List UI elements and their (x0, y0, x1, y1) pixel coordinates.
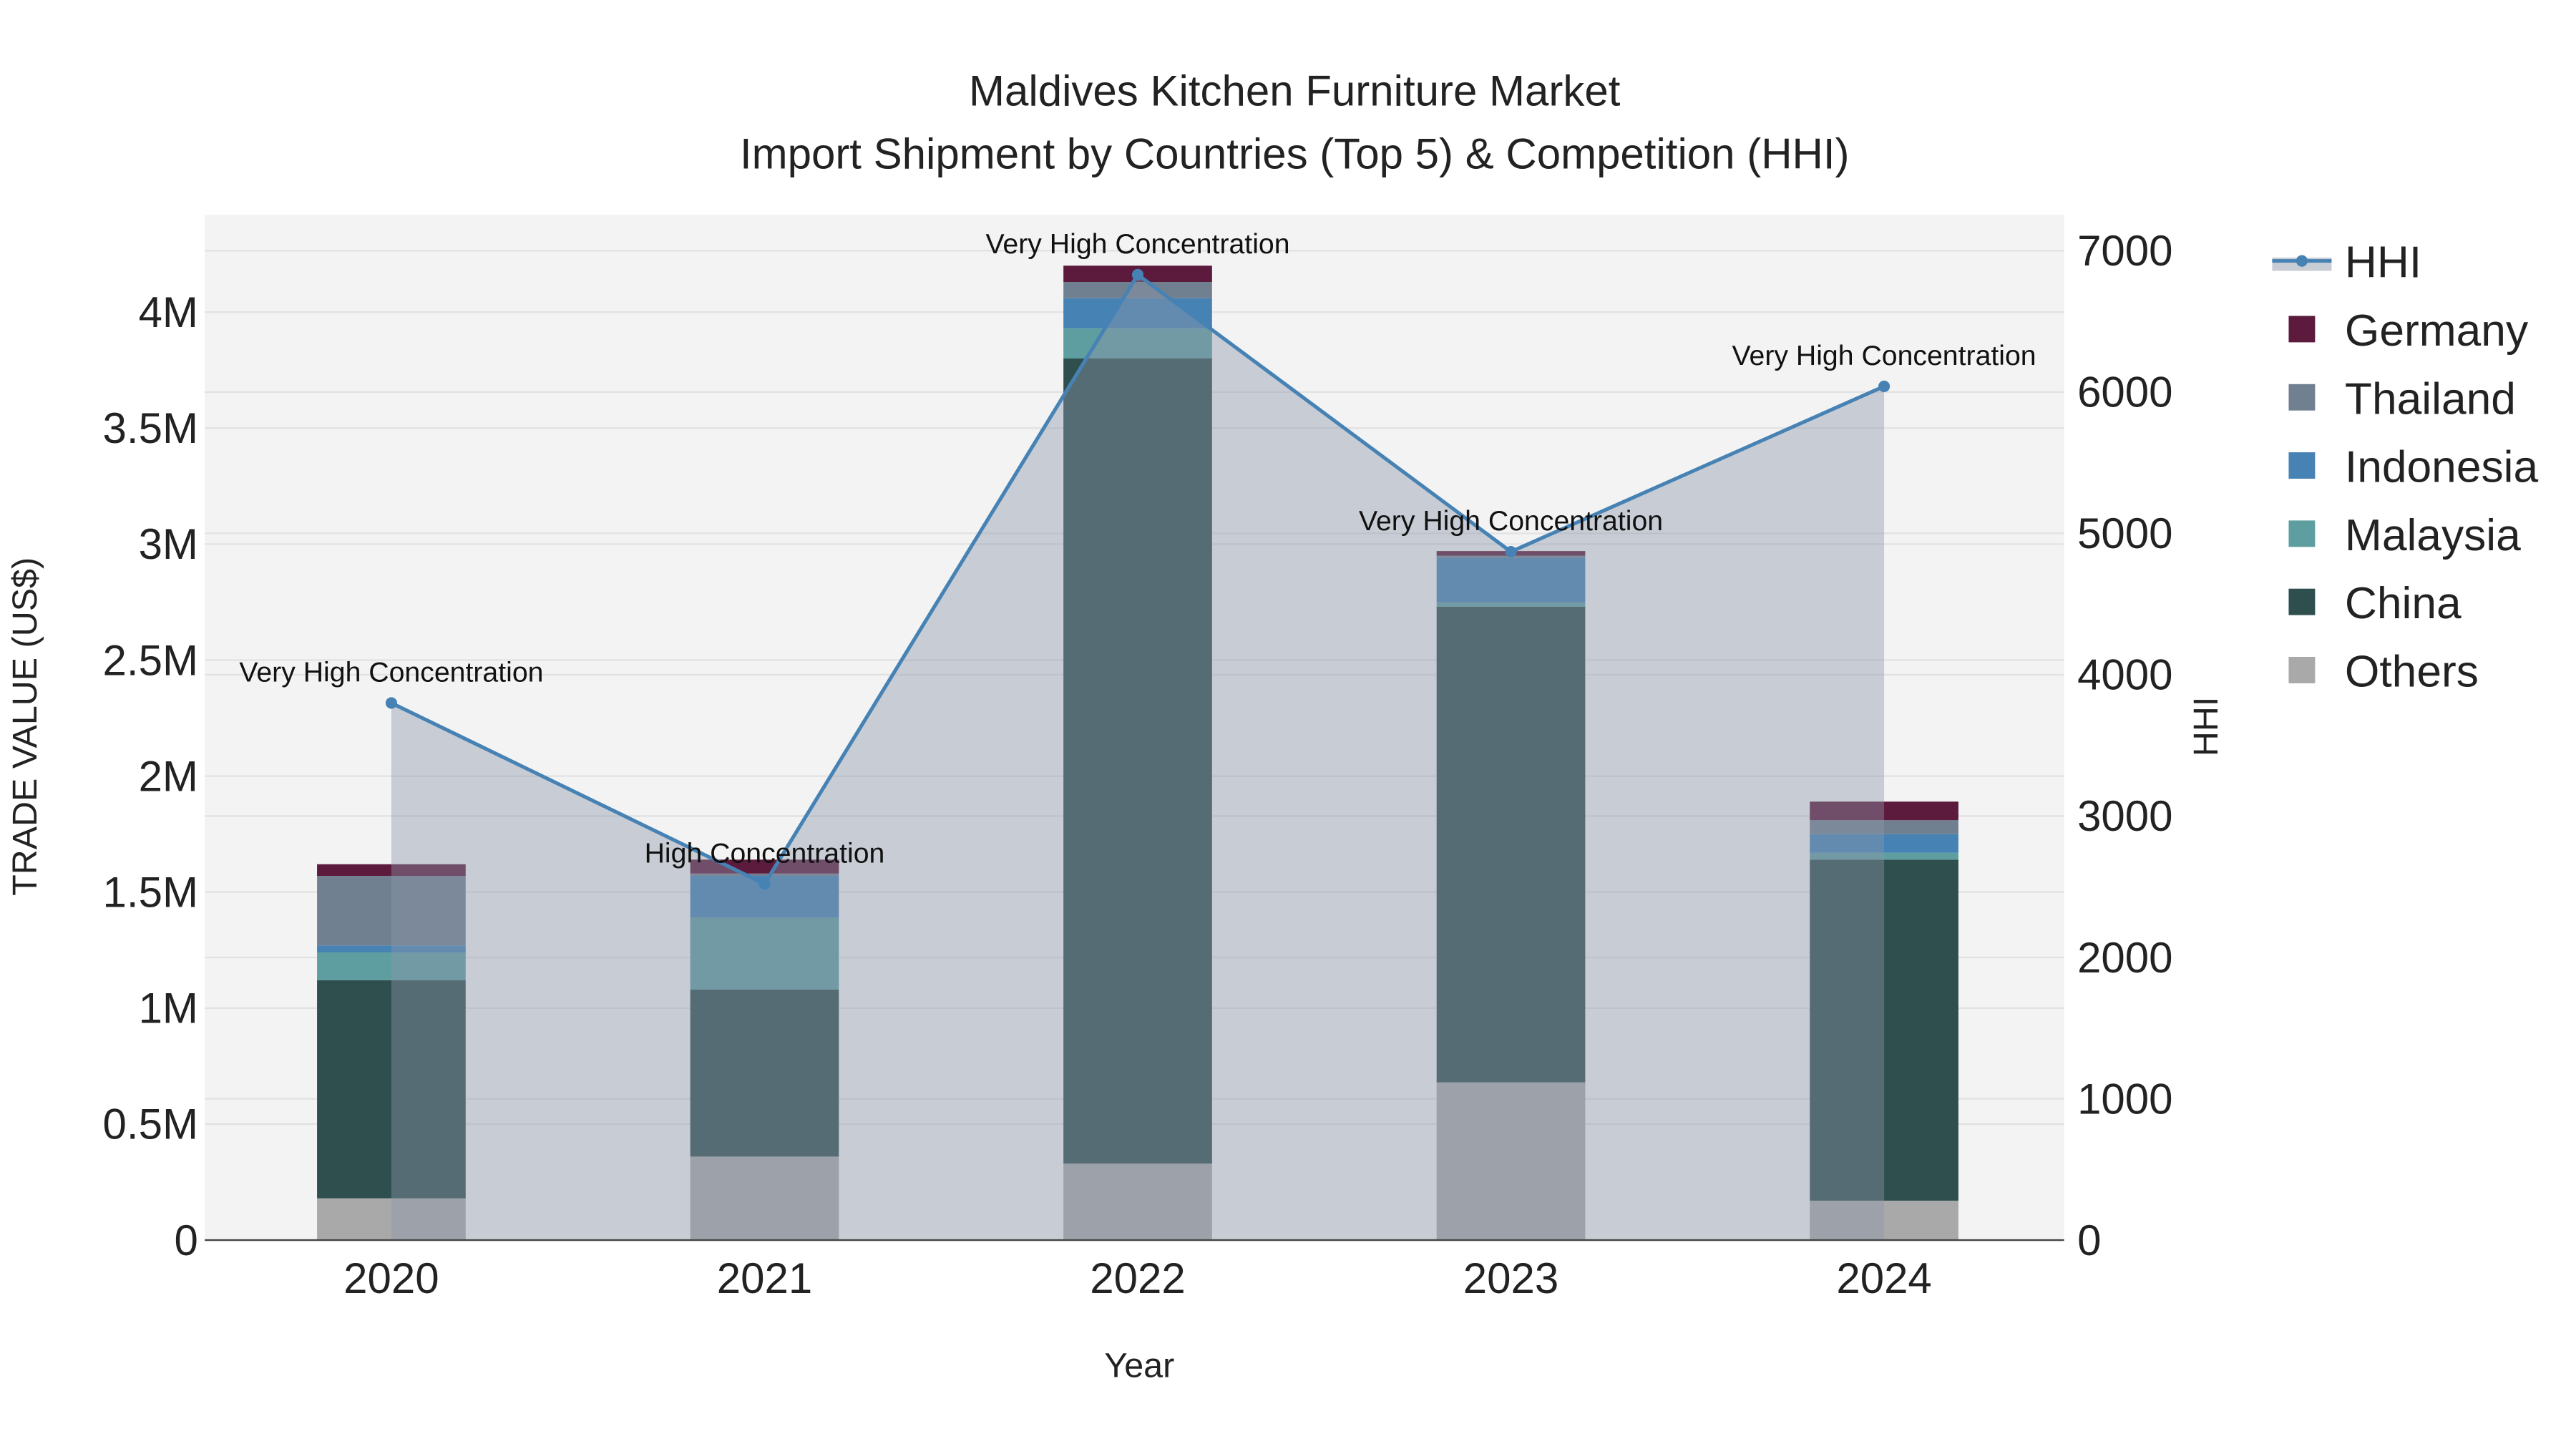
bar-germany-2021 (690, 859, 839, 874)
legend-label-china: China (2345, 579, 2462, 628)
bar-china-2023 (1436, 606, 1586, 1083)
legend-swatch-malaysia (2288, 520, 2316, 547)
legend-swatch-china (2288, 588, 2316, 615)
bar-indonesia-2020 (317, 945, 466, 953)
legend-swatch-thailand (2288, 384, 2316, 411)
bar-others-2024 (1810, 1200, 1958, 1241)
y-tick-label: 1.5M (103, 869, 198, 917)
bar-china-2022 (1063, 358, 1212, 1164)
legend-label-indonesia: Indonesia (2345, 443, 2539, 492)
chart-subtitle: Import Shipment by Countries (Top 5) & C… (740, 130, 1850, 177)
hhi-point-2020 (385, 697, 397, 709)
hhi-annotation: Very High Concentration (1732, 340, 2036, 371)
bar-others-2020 (317, 1198, 466, 1241)
y2-axis-title: HHI (2187, 697, 2225, 756)
legend-label-others: Others (2345, 648, 2479, 697)
bar-thailand-2022 (1063, 282, 1212, 298)
bar-malaysia-2023 (1436, 602, 1586, 607)
legend-label-germany: Germany (2345, 306, 2529, 356)
y-tick-label: 4M (139, 288, 198, 336)
y2-tick-label: 0 (2077, 1216, 2101, 1264)
y2-tick-label: 3000 (2077, 792, 2172, 840)
bar-indonesia-2023 (1436, 557, 1586, 602)
x-tick-label: 2021 (717, 1254, 812, 1302)
y-tick-label: 1M (139, 985, 198, 1033)
y2-tick-label: 1000 (2077, 1075, 2172, 1123)
legend-label-malaysia: Malaysia (2345, 511, 2521, 560)
x-tick-label: 2022 (1090, 1254, 1185, 1302)
x-tick-label: 2023 (1463, 1254, 1558, 1302)
y-tick-label: 2M (139, 752, 198, 800)
y-tick-label: 3.5M (103, 404, 198, 452)
hhi-point-2021 (758, 878, 771, 890)
hhi-annotation: Very High Concentration (985, 228, 1289, 260)
y2-tick-label: 5000 (2077, 509, 2172, 557)
y-tick-label: 2.5M (103, 636, 198, 684)
y-tick-label: 0.5M (103, 1101, 198, 1148)
y-axis-title: TRADE VALUE (US$) (6, 557, 44, 896)
hhi-point-2022 (1131, 268, 1144, 280)
hhi-annotation: Very High Concentration (1359, 505, 1663, 537)
bar-others-2023 (1436, 1082, 1586, 1241)
y-tick-label: 3M (139, 520, 198, 568)
x-tick-label: 2024 (1836, 1254, 1931, 1302)
bar-malaysia-2020 (317, 952, 466, 980)
hhi-annotation: High Concentration (645, 837, 885, 869)
y-tick-label: 0 (175, 1216, 198, 1264)
bar-others-2021 (690, 1156, 839, 1241)
x-axis-title: Year (1104, 1347, 1174, 1385)
bar-thailand-2021 (690, 873, 839, 877)
legend-swatch-indonesia (2288, 452, 2316, 479)
legend-hhi-marker (2296, 255, 2308, 267)
bar-thailand-2020 (317, 876, 466, 946)
y2-tick-label: 7000 (2077, 227, 2172, 275)
legend-swatch-germany (2288, 316, 2316, 343)
legend-label-hhi: HHI (2345, 238, 2421, 288)
y2-tick-label: 6000 (2077, 369, 2172, 416)
chart-title: Maldives Kitchen Furniture Market (969, 67, 1621, 115)
bar-indonesia-2024 (1810, 834, 1958, 853)
bar-china-2024 (1810, 859, 1958, 1201)
hhi-point-2023 (1505, 545, 1517, 558)
y2-tick-label: 4000 (2077, 651, 2172, 699)
hhi-annotation: Very High Concentration (239, 656, 543, 688)
bar-germany-2024 (1810, 801, 1958, 821)
y2-tick-label: 2000 (2077, 934, 2172, 982)
bar-malaysia-2024 (1810, 852, 1958, 860)
bar-china-2020 (317, 980, 466, 1199)
bar-others-2022 (1063, 1163, 1212, 1241)
bar-china-2021 (690, 989, 839, 1157)
hhi-area (391, 274, 1885, 1241)
x-tick-label: 2020 (343, 1254, 439, 1302)
legend-label-thailand: Thailand (2345, 374, 2516, 424)
legend-swatch-others (2288, 657, 2316, 683)
bar-malaysia-2021 (690, 917, 839, 990)
bar-germany-2020 (317, 864, 466, 877)
bar-thailand-2024 (1810, 820, 1958, 834)
hhi-point-2024 (1878, 380, 1890, 393)
